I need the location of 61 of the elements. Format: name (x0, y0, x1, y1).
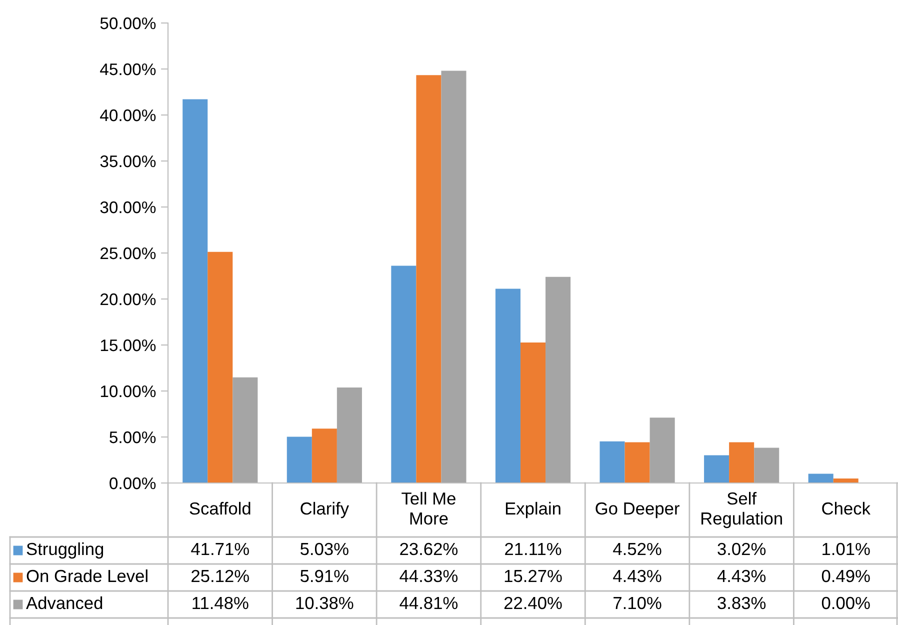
bar (520, 342, 546, 483)
data-label: 25.12% (192, 570, 249, 582)
legend-label: On Grade Level (26, 569, 148, 582)
data-label: 5.03% (300, 542, 348, 556)
x-tick-label: Self Regulation (701, 492, 782, 528)
data-label: 44.33% (400, 570, 458, 582)
bar (546, 276, 571, 483)
y-tick-label: 0.00% (110, 477, 156, 490)
bar (624, 442, 650, 483)
bar (808, 474, 834, 483)
data-label: 3.02% (718, 542, 766, 556)
data-label: 23.62% (400, 542, 458, 556)
x-tick-label: Go Deeper (596, 502, 680, 518)
x-tick-label: Scaffold (190, 502, 250, 515)
data-label: 10.38% (296, 596, 354, 610)
y-tick-label: 50.00% (100, 17, 156, 30)
y-tick-label: 25.00% (100, 247, 156, 260)
bar (704, 455, 730, 483)
data-label: 22.40% (504, 596, 562, 610)
x-tick-label: Tell Me More (402, 492, 456, 525)
bar (441, 70, 466, 483)
y-tick-label: 20.00% (100, 293, 156, 306)
data-label: 3.83% (718, 596, 766, 610)
bar (729, 442, 754, 483)
data-label: 7.10% (614, 596, 662, 610)
bar (650, 418, 675, 483)
data-label: 4.52% (613, 542, 662, 556)
data-label: 21.11% (505, 542, 562, 556)
data-label: 0.49% (822, 570, 870, 582)
legend-label: Advanced (26, 596, 102, 610)
data-label: 4.43% (613, 570, 662, 582)
y-tick-label: 15.00% (100, 339, 156, 352)
y-tick-label: 30.00% (100, 201, 156, 214)
x-tick-label: Explain (506, 502, 560, 518)
bar (312, 428, 337, 483)
data-label: 44.81% (400, 596, 458, 610)
y-tick-label: 35.00% (100, 155, 156, 168)
y-tick-label: 10.00% (100, 385, 156, 398)
y-tick-label: 45.00% (100, 63, 156, 76)
bar (232, 377, 258, 483)
y-tick-label: 40.00% (100, 109, 156, 122)
legend-label: Struggling (26, 542, 104, 559)
data-label: 41.71% (191, 542, 249, 556)
bar (495, 288, 520, 483)
data-label: 0.00% (822, 596, 870, 610)
data-label: 1.01% (822, 542, 870, 556)
bar (208, 252, 233, 483)
y-tick-label: 5.00% (110, 431, 156, 444)
data-label: 15.27% (504, 570, 562, 582)
bar (182, 99, 208, 483)
bar (600, 441, 625, 483)
x-tick-label: Check (822, 502, 870, 515)
x-tick-label: Clarify (300, 502, 349, 518)
bar (391, 266, 416, 483)
data-label: 4.43% (717, 570, 766, 582)
data-label: 11.48% (192, 596, 248, 610)
bar (336, 388, 362, 483)
bar (286, 436, 312, 483)
bar (754, 448, 780, 483)
data-label: 5.91% (300, 570, 348, 582)
bar (416, 75, 442, 483)
